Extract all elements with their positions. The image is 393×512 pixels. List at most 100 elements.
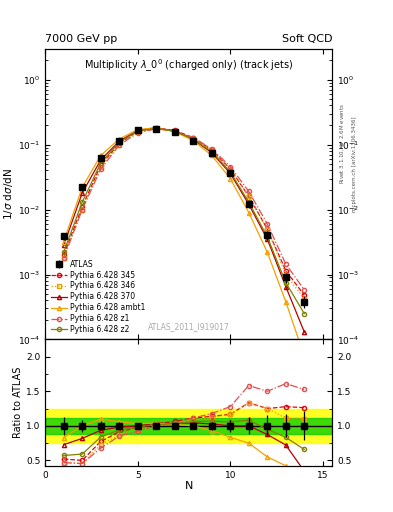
Pythia 6.428 370 <box>135 127 140 134</box>
Pythia 6.428 z1 <box>209 146 214 152</box>
Pythia 6.428 ambt1 <box>61 239 66 245</box>
Text: ATLAS_2011_I919017: ATLAS_2011_I919017 <box>148 322 230 331</box>
Pythia 6.428 z2 <box>154 125 159 132</box>
Legend: ATLAS, Pythia 6.428 345, Pythia 6.428 346, Pythia 6.428 370, Pythia 6.428 ambt1,: ATLAS, Pythia 6.428 345, Pythia 6.428 34… <box>48 257 149 337</box>
Pythia 6.428 z2 <box>117 139 121 145</box>
Pythia 6.428 346 <box>135 129 140 135</box>
Pythia 6.428 z2 <box>173 129 177 135</box>
Pythia 6.428 370 <box>154 124 159 131</box>
Pythia 6.428 370 <box>246 201 251 207</box>
Pythia 6.428 ambt1 <box>80 184 84 190</box>
Text: mcplots.cern.ch [arXiv:1306.3436]: mcplots.cern.ch [arXiv:1306.3436] <box>352 116 357 211</box>
Pythia 6.428 345 <box>80 204 84 210</box>
Pythia 6.428 z2 <box>209 148 214 155</box>
Pythia 6.428 ambt1 <box>228 176 233 182</box>
Bar <box>45 409 332 443</box>
Pythia 6.428 370 <box>265 236 270 242</box>
Pythia 6.428 345 <box>191 135 196 141</box>
Y-axis label: 1/$\sigma$ d$\sigma$/dN: 1/$\sigma$ d$\sigma$/dN <box>2 168 15 220</box>
Pythia 6.428 z1 <box>191 135 196 141</box>
Pythia 6.428 346 <box>117 141 121 147</box>
Pythia 6.428 370 <box>98 157 103 163</box>
Pythia 6.428 z2 <box>246 199 251 205</box>
Pythia 6.428 z2 <box>302 311 307 317</box>
Pythia 6.428 ambt1 <box>302 353 307 359</box>
Pythia 6.428 z1 <box>228 163 233 169</box>
Pythia 6.428 ambt1 <box>265 249 270 255</box>
Pythia 6.428 370 <box>61 242 66 248</box>
Bar <box>45 418 332 434</box>
Text: Multiplicity $\lambda\_0^0$ (charged only) (track jets): Multiplicity $\lambda\_0^0$ (charged onl… <box>84 57 294 74</box>
Pythia 6.428 345 <box>61 252 66 258</box>
Pythia 6.428 345 <box>302 292 307 298</box>
Pythia 6.428 370 <box>173 129 177 135</box>
Pythia 6.428 ambt1 <box>173 129 177 135</box>
Pythia 6.428 346 <box>80 206 84 212</box>
Pythia 6.428 ambt1 <box>246 209 251 216</box>
Pythia 6.428 370 <box>283 284 288 290</box>
Pythia 6.428 ambt1 <box>209 153 214 159</box>
Pythia 6.428 z2 <box>283 280 288 286</box>
Pythia 6.428 z2 <box>135 128 140 134</box>
Pythia 6.428 346 <box>246 193 251 199</box>
Pythia 6.428 z2 <box>98 160 103 166</box>
Pythia 6.428 346 <box>209 147 214 153</box>
Pythia 6.428 370 <box>228 170 233 177</box>
Pythia 6.428 346 <box>98 164 103 170</box>
Pythia 6.428 345 <box>209 147 214 153</box>
Line: Pythia 6.428 346: Pythia 6.428 346 <box>62 127 307 301</box>
Pythia 6.428 z1 <box>302 287 307 293</box>
Pythia 6.428 z2 <box>265 234 270 240</box>
Pythia 6.428 ambt1 <box>135 126 140 133</box>
Line: Pythia 6.428 z2: Pythia 6.428 z2 <box>62 126 307 316</box>
Pythia 6.428 346 <box>228 166 233 172</box>
Pythia 6.428 370 <box>209 150 214 156</box>
Pythia 6.428 z1 <box>246 188 251 195</box>
Pythia 6.428 370 <box>302 329 307 335</box>
Pythia 6.428 ambt1 <box>154 124 159 131</box>
Pythia 6.428 345 <box>228 166 233 172</box>
Pythia 6.428 ambt1 <box>283 298 288 305</box>
Pythia 6.428 z1 <box>283 261 288 267</box>
Pythia 6.428 z1 <box>154 126 159 132</box>
X-axis label: N: N <box>184 481 193 491</box>
Pythia 6.428 z1 <box>265 221 270 227</box>
Line: Pythia 6.428 z1: Pythia 6.428 z1 <box>62 127 307 292</box>
Pythia 6.428 345 <box>154 125 159 131</box>
Pythia 6.428 z1 <box>135 130 140 136</box>
Pythia 6.428 345 <box>283 267 288 273</box>
Y-axis label: Ratio to ATLAS: Ratio to ATLAS <box>13 367 23 438</box>
Pythia 6.428 z2 <box>228 169 233 175</box>
Pythia 6.428 345 <box>135 128 140 134</box>
Pythia 6.428 370 <box>80 190 84 196</box>
Pythia 6.428 345 <box>98 162 103 168</box>
Pythia 6.428 ambt1 <box>117 136 121 142</box>
Text: 7000 GeV pp: 7000 GeV pp <box>45 33 118 44</box>
Pythia 6.428 z2 <box>61 249 66 255</box>
Line: Pythia 6.428 345: Pythia 6.428 345 <box>62 126 307 297</box>
Pythia 6.428 346 <box>265 226 270 232</box>
Pythia 6.428 345 <box>265 226 270 232</box>
Pythia 6.428 346 <box>191 135 196 141</box>
Pythia 6.428 z1 <box>80 206 84 212</box>
Pythia 6.428 z1 <box>173 128 177 134</box>
Pythia 6.428 346 <box>283 271 288 278</box>
Pythia 6.428 370 <box>191 136 196 142</box>
Pythia 6.428 z2 <box>80 199 84 205</box>
Text: Rivet 3.1.10, $\geq$ 2.6M events: Rivet 3.1.10, $\geq$ 2.6M events <box>339 103 346 184</box>
Pythia 6.428 z1 <box>98 166 103 172</box>
Pythia 6.428 346 <box>154 126 159 132</box>
Pythia 6.428 z1 <box>61 255 66 261</box>
Pythia 6.428 345 <box>173 127 177 134</box>
Pythia 6.428 346 <box>61 255 66 261</box>
Pythia 6.428 z1 <box>117 142 121 148</box>
Text: Soft QCD: Soft QCD <box>282 33 332 44</box>
Pythia 6.428 370 <box>117 138 121 144</box>
Pythia 6.428 346 <box>173 129 177 135</box>
Line: Pythia 6.428 370: Pythia 6.428 370 <box>62 125 307 334</box>
Pythia 6.428 ambt1 <box>191 138 196 144</box>
Pythia 6.428 346 <box>302 296 307 302</box>
Pythia 6.428 z2 <box>191 136 196 142</box>
Pythia 6.428 345 <box>246 193 251 199</box>
Pythia 6.428 ambt1 <box>98 153 103 159</box>
